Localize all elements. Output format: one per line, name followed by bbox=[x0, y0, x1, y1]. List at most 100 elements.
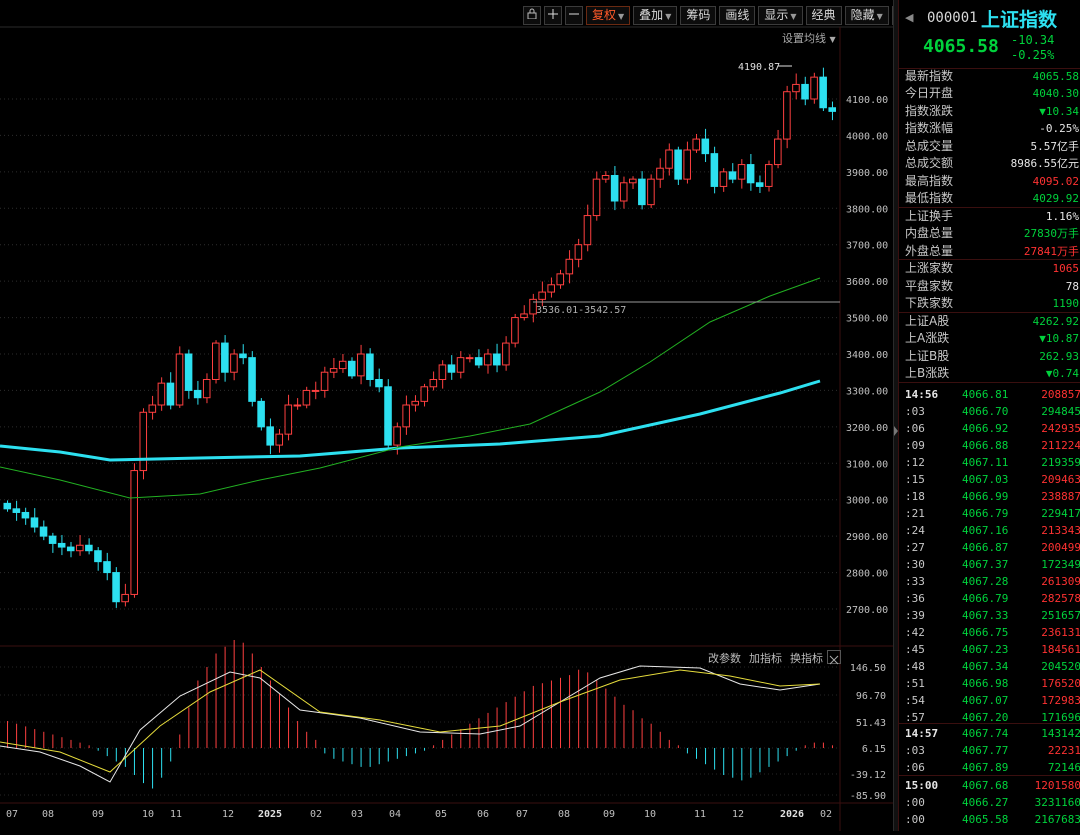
panel-splitter[interactable] bbox=[893, 0, 899, 831]
separator-line bbox=[899, 207, 1080, 208]
tick-volume: 282578 bbox=[1041, 592, 1080, 605]
tick-price: 4066.92 bbox=[962, 422, 1009, 435]
quote-field-row: 指数涨跌 ▼10.34 bbox=[905, 103, 1080, 120]
candle-body bbox=[48, 535, 57, 544]
tick-volume: 172983 bbox=[1041, 694, 1080, 707]
tick-price: 4067.33 bbox=[962, 609, 1009, 622]
candle-body bbox=[193, 389, 202, 399]
date-axis-label: 06 bbox=[477, 809, 489, 820]
tick-row: 14:56 4066.81 208857 bbox=[899, 386, 1080, 403]
candle-body bbox=[302, 389, 311, 406]
classic-button[interactable]: 经典 bbox=[805, 6, 842, 25]
fuquan-button[interactable]: 复权 ▼ bbox=[586, 6, 631, 25]
tick-row: :42 4066.75 236131 bbox=[899, 624, 1080, 641]
candle-body bbox=[139, 411, 148, 472]
candle-body bbox=[30, 517, 39, 528]
add-indicator-button[interactable]: 加指标 bbox=[749, 652, 782, 665]
tick-volume: 236131 bbox=[1041, 626, 1080, 639]
price-axis-label: 3600.00 bbox=[846, 277, 888, 288]
tick-price: 4067.03 bbox=[962, 473, 1009, 486]
tick-time: :00 bbox=[905, 796, 925, 809]
tick-time: :21 bbox=[905, 507, 925, 520]
overlay-button[interactable]: 叠加 ▼ bbox=[633, 6, 678, 25]
tick-row: :03 4067.77 22231 bbox=[899, 742, 1080, 759]
tick-time: :30 bbox=[905, 558, 925, 571]
tick-time: :36 bbox=[905, 592, 925, 605]
kline-chart-area[interactable]: 4100.00 4000.00 3900.00 3800.00 3700.00 3600.… bbox=[0, 0, 893, 831]
candle-body bbox=[184, 353, 193, 391]
tick-volume: 208857 bbox=[1041, 388, 1080, 401]
candle-body bbox=[465, 357, 474, 360]
candle-body bbox=[610, 175, 619, 202]
candle-body bbox=[57, 542, 66, 548]
candle-body bbox=[493, 353, 501, 366]
tick-time: 14:57 bbox=[905, 727, 939, 740]
tick-time: 14:56 bbox=[905, 388, 939, 401]
display-button[interactable]: 显示 ▼ bbox=[758, 6, 803, 25]
candle-body bbox=[393, 426, 401, 446]
candle-body bbox=[828, 107, 836, 112]
tick-price: 4067.74 bbox=[962, 727, 1009, 740]
minus-icon[interactable] bbox=[565, 6, 583, 25]
draw-line-button[interactable]: 画线 bbox=[719, 6, 756, 25]
quote-field-label: 指数涨幅 bbox=[905, 121, 954, 135]
tick-row: :30 4067.37 172349 bbox=[899, 556, 1080, 573]
macd-axis-label: 146.50 bbox=[850, 663, 886, 674]
candle-body bbox=[683, 149, 691, 180]
candle-body bbox=[483, 353, 492, 366]
candle-body bbox=[737, 164, 746, 180]
macd-axis-label: 96.70 bbox=[856, 691, 886, 702]
hide-button[interactable]: 隐藏 ▼ bbox=[844, 6, 889, 25]
quote-field-label: 总成交额 bbox=[905, 156, 954, 170]
date-axis-label: 07 bbox=[516, 809, 528, 820]
quote-field-value: 78 bbox=[1065, 280, 1079, 293]
close-icon[interactable] bbox=[827, 650, 841, 665]
candle-body bbox=[819, 76, 827, 109]
switch-indicator-button[interactable]: 换指标 bbox=[790, 652, 823, 665]
macd-axis-label: 6.15 bbox=[862, 744, 886, 755]
chips-button[interactable]: 筹码 bbox=[680, 6, 717, 25]
tick-price: 4067.37 bbox=[962, 558, 1009, 571]
candle-body bbox=[520, 313, 528, 319]
range-annotation: 3536.01-3542.57 bbox=[536, 305, 626, 316]
ma-setting-button[interactable]: 设置均线 ▼ bbox=[782, 32, 836, 45]
date-axis-label: 12 bbox=[222, 809, 234, 820]
tick-price: 4067.23 bbox=[962, 643, 1009, 656]
candle-body bbox=[85, 544, 93, 552]
date-axis-label: 11 bbox=[694, 809, 706, 820]
candle-body bbox=[76, 544, 84, 552]
candle-body bbox=[629, 178, 637, 184]
price-axis-label: 2700.00 bbox=[846, 605, 888, 616]
quote-field-row: 最高指数 4095.02 bbox=[905, 173, 1080, 190]
edit-params-button[interactable]: 改参数 bbox=[708, 652, 741, 665]
quote-field-row: 今日开盘 4040.30 bbox=[905, 85, 1080, 102]
quote-field-label: 上证B股 bbox=[905, 349, 950, 363]
candle-body bbox=[420, 386, 429, 402]
tick-volume: 3231160 bbox=[1034, 796, 1080, 809]
quote-field-row: 平盘家数 78 bbox=[905, 278, 1080, 295]
quote-field-row: 上证换手 1.16% bbox=[905, 208, 1080, 225]
candle-body bbox=[66, 546, 75, 552]
tick-price: 4066.81 bbox=[962, 388, 1009, 401]
candle-body bbox=[601, 175, 610, 180]
candle-body bbox=[619, 182, 628, 202]
candle-body bbox=[547, 284, 555, 293]
tick-time: :03 bbox=[905, 744, 925, 757]
candle-body bbox=[538, 291, 546, 300]
quote-field-row: 内盘总量 27830万手 bbox=[905, 225, 1080, 242]
kline-chart-svg[interactable]: 4100.00 4000.00 3900.00 3800.00 3700.00 3600.… bbox=[0, 0, 893, 831]
price-axis-label: 4100.00 bbox=[846, 95, 888, 106]
collapse-arrow-icon[interactable] bbox=[894, 426, 898, 436]
plus-icon[interactable] bbox=[544, 6, 562, 25]
price-change: -10.34 bbox=[1011, 33, 1055, 47]
quote-field-value: 5.57亿手 bbox=[1030, 140, 1080, 153]
quote-field-value: 4262.92 bbox=[1032, 315, 1079, 328]
macd-dif-line bbox=[0, 665, 821, 783]
quote-field-label: 上证换手 bbox=[905, 209, 954, 223]
tick-row: :03 4066.70 294845 bbox=[899, 403, 1080, 420]
prev-stock-icon[interactable]: ◀ bbox=[905, 11, 914, 24]
tick-volume: 172349 bbox=[1041, 558, 1080, 571]
lock-icon[interactable] bbox=[523, 6, 541, 25]
candle-body bbox=[447, 364, 456, 373]
tick-time: :24 bbox=[905, 524, 925, 537]
